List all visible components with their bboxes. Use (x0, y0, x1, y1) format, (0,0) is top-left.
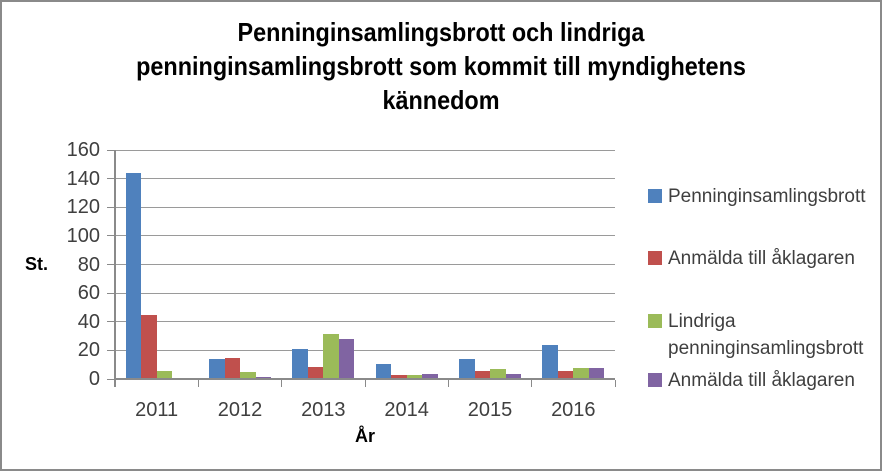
gridline-140 (115, 178, 615, 180)
y-axis-line (114, 150, 116, 387)
gridline-120 (115, 206, 615, 208)
x-tick-mark-1 (197, 380, 199, 387)
x-tick-mark-5 (531, 380, 533, 387)
x-category-label-2012: 2012 (217, 399, 263, 421)
y-axis-title: St. (25, 254, 49, 274)
chart-title: Penninginsamlingsbrott och lindriga penn… (46, 15, 836, 117)
bar-series2-2011 (141, 315, 157, 378)
bar-series2-2014 (391, 375, 407, 378)
bar-series1-2011 (125, 173, 142, 378)
gridline-40 (115, 321, 615, 323)
gridline-20 (115, 349, 615, 351)
gridline-100 (115, 235, 615, 237)
bar-series3-2011 (156, 370, 173, 378)
y-tick-mark-40 (107, 321, 115, 323)
legend-label-1: Penninginsamlingsbrott (668, 186, 866, 207)
legend-item-2: Anmälda till åklagaren (648, 245, 880, 272)
legend-label-4: Anmälda till åklagaren (668, 370, 855, 391)
bar-series2-2013 (307, 366, 324, 378)
bar-series3-2012 (240, 372, 256, 378)
x-axis-title: År (354, 426, 375, 446)
y-tick-mark-60 (107, 292, 115, 294)
legend-swatch-3 (648, 314, 662, 328)
legend-label-2: Anmälda till åklagaren (668, 248, 855, 269)
y-tick-label-80: 80 (77, 253, 100, 276)
bar-series3-2016 (573, 367, 589, 378)
y-tick-label-40: 40 (77, 310, 100, 333)
legend-swatch-4 (648, 373, 662, 387)
bar-series1-2013 (292, 349, 308, 378)
bar-series4-2015 (505, 373, 521, 378)
legend-swatch-2 (648, 251, 662, 265)
legend-item-1: Penninginsamlingsbrott (648, 183, 880, 210)
bar-series2-2016 (557, 370, 574, 378)
x-category-label-2013: 2013 (301, 399, 346, 421)
y-tick-mark-120 (107, 206, 115, 208)
x-category-label-2016: 2016 (551, 399, 596, 421)
y-tick-label-60: 60 (77, 282, 100, 305)
x-category-label-2014: 2014 (384, 399, 429, 421)
bar-series1-2016 (542, 345, 558, 378)
x-tick-mark-2 (281, 380, 283, 387)
y-tick-mark-0 (107, 378, 115, 380)
x-category-label-2011: 2011 (135, 399, 179, 421)
y-tick-mark-20 (107, 349, 115, 351)
bar-series4-2012 (255, 376, 271, 378)
x-tick-mark-6 (614, 380, 616, 387)
bar-series3-2014 (406, 375, 423, 378)
bar-series1-2015 (459, 359, 475, 378)
y-tick-mark-100 (107, 235, 115, 237)
chart-title-line-3: kännedom (382, 85, 500, 115)
y-tick-mark-140 (107, 178, 115, 180)
x-category-label-2015: 2015 (467, 399, 513, 421)
x-tick-mark-4 (447, 380, 449, 387)
y-tick-label-20: 20 (77, 339, 100, 362)
chart-title-line-2: penninginsamlingsbrott som kommit till m… (136, 51, 746, 81)
bar-series4-2016 (588, 367, 605, 378)
gridline-160 (115, 149, 615, 151)
y-tick-label-160: 160 (66, 139, 100, 161)
y-tick-label-140: 140 (66, 167, 100, 190)
bar-series1-2012 (209, 359, 225, 378)
legend-label-3: Lindriga penninginsamlingsbrott (668, 311, 864, 359)
bar-series2-2015 (474, 370, 490, 378)
legend-item-4: Anmälda till åklagaren (648, 367, 880, 394)
bar-series1-2014 (375, 363, 392, 378)
y-tick-label-0: 0 (88, 368, 100, 390)
legend-item-3: Lindriga penninginsamlingsbrott (648, 308, 880, 362)
bar-series3-2013 (323, 333, 339, 378)
legend-swatch-1 (648, 189, 662, 203)
y-tick-label-100: 100 (66, 224, 100, 247)
bar-series2-2012 (224, 357, 240, 378)
chart-title-line-1: Penninginsamlingsbrott och lindriga (237, 17, 645, 47)
y-tick-mark-160 (107, 149, 115, 151)
x-tick-mark-0 (114, 380, 116, 387)
bar-series4-2014 (422, 373, 438, 378)
x-tick-mark-3 (364, 380, 366, 387)
bar-series3-2015 (490, 369, 506, 378)
y-tick-mark-80 (107, 264, 115, 265)
x-axis-line (115, 378, 615, 380)
gridline-60 (115, 292, 615, 294)
bar-series4-2013 (338, 339, 355, 378)
y-tick-label-120: 120 (66, 196, 100, 219)
gridline-80 (115, 264, 615, 265)
